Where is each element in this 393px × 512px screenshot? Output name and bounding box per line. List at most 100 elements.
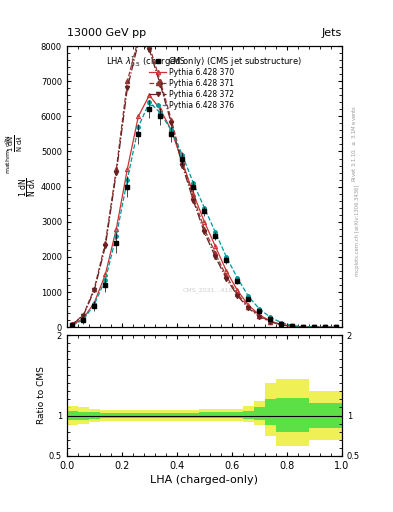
- Pythia 6.428 370: [191, 190, 196, 197]
- Pythia 6.428 371: [92, 286, 97, 292]
- Pythia 6.428 372: [169, 120, 174, 126]
- Pythia 6.428 370: [180, 159, 185, 165]
- Pythia 6.428 372: [180, 162, 185, 168]
- Pythia 6.428 372: [268, 319, 273, 325]
- Pythia 6.428 372: [246, 305, 251, 311]
- Pythia 6.428 370: [81, 315, 86, 322]
- Pythia 6.428 376: [103, 276, 108, 283]
- Pythia 6.428 371: [70, 322, 75, 328]
- Pythia 6.428 372: [213, 254, 218, 260]
- Pythia 6.428 376: [334, 324, 339, 330]
- Pythia 6.428 372: [70, 322, 75, 328]
- Pythia 6.428 376: [301, 324, 306, 330]
- Line: Pythia 6.428 370: Pythia 6.428 370: [70, 93, 338, 329]
- Pythia 6.428 370: [169, 127, 174, 134]
- Pythia 6.428 376: [191, 180, 196, 186]
- Pythia 6.428 370: [279, 322, 284, 328]
- Pythia 6.428 376: [257, 306, 262, 312]
- Text: Rivet 3.1.10, $\geq$ 3.1M events: Rivet 3.1.10, $\geq$ 3.1M events: [351, 105, 358, 182]
- Pythia 6.428 372: [147, 47, 152, 53]
- Pythia 6.428 372: [279, 322, 284, 328]
- Pythia 6.428 371: [158, 78, 163, 84]
- Pythia 6.428 372: [114, 169, 119, 176]
- Pythia 6.428 372: [125, 85, 130, 91]
- Pythia 6.428 371: [323, 324, 328, 330]
- Pythia 6.428 376: [158, 110, 163, 116]
- Y-axis label: $\frac{1}{\mathrm{N}}\frac{\mathrm{dN}}{\mathrm{d}\lambda}$: $\frac{1}{\mathrm{N}}\frac{\mathrm{dN}}{…: [18, 177, 39, 197]
- Pythia 6.428 376: [224, 254, 229, 260]
- Pythia 6.428 372: [323, 324, 328, 330]
- Pythia 6.428 376: [180, 152, 185, 158]
- Pythia 6.428 371: [191, 194, 196, 200]
- Text: mcplots.cern.ch [arXiv:1306.3436]: mcplots.cern.ch [arXiv:1306.3436]: [355, 185, 360, 276]
- Pythia 6.428 372: [103, 243, 108, 249]
- Pythia 6.428 370: [334, 324, 339, 330]
- Pythia 6.428 376: [147, 99, 152, 105]
- Pythia 6.428 372: [224, 275, 229, 282]
- Pythia 6.428 371: [301, 324, 306, 330]
- Pythia 6.428 372: [290, 324, 295, 330]
- Pythia 6.428 370: [147, 92, 152, 98]
- Text: LHA $\lambda^{1}_{0.5}$ (charged only) (CMS jet substructure): LHA $\lambda^{1}_{0.5}$ (charged only) (…: [107, 54, 302, 70]
- Text: $\mathrm{mathrm\ d}^2\mathrm{N}$: $\mathrm{mathrm\ d}^2\mathrm{N}$: [4, 134, 13, 174]
- X-axis label: LHA (charged-only): LHA (charged-only): [151, 475, 258, 485]
- Pythia 6.428 376: [213, 229, 218, 236]
- Pythia 6.428 371: [290, 324, 295, 330]
- Pythia 6.428 370: [103, 271, 108, 278]
- Pythia 6.428 370: [312, 324, 317, 330]
- Pythia 6.428 371: [202, 226, 207, 232]
- Pythia 6.428 370: [268, 318, 273, 324]
- Pythia 6.428 371: [147, 43, 152, 49]
- Pythia 6.428 376: [246, 293, 251, 300]
- Pythia 6.428 370: [257, 312, 262, 318]
- Pythia 6.428 376: [235, 275, 240, 281]
- Pythia 6.428 376: [312, 324, 317, 330]
- Pythia 6.428 372: [334, 324, 339, 330]
- Pythia 6.428 370: [290, 323, 295, 329]
- Pythia 6.428 371: [257, 313, 262, 319]
- Pythia 6.428 372: [92, 287, 97, 293]
- Pythia 6.428 370: [246, 302, 251, 308]
- Pythia 6.428 371: [114, 166, 119, 172]
- Pythia 6.428 371: [81, 312, 86, 318]
- Pythia 6.428 376: [114, 233, 119, 239]
- Pythia 6.428 371: [213, 250, 218, 257]
- Pythia 6.428 370: [235, 287, 240, 293]
- Pythia 6.428 376: [268, 314, 273, 321]
- Pythia 6.428 372: [301, 324, 306, 330]
- Pythia 6.428 371: [334, 324, 339, 330]
- Pythia 6.428 371: [268, 318, 273, 325]
- Pythia 6.428 370: [125, 166, 130, 172]
- Text: 13000 GeV pp: 13000 GeV pp: [67, 28, 146, 38]
- Pythia 6.428 372: [81, 312, 86, 318]
- Pythia 6.428 372: [312, 324, 317, 330]
- Pythia 6.428 372: [158, 81, 163, 88]
- Pythia 6.428 370: [323, 324, 328, 330]
- Pythia 6.428 371: [235, 291, 240, 297]
- Pythia 6.428 371: [136, 36, 141, 42]
- Pythia 6.428 376: [125, 177, 130, 183]
- Pythia 6.428 371: [125, 78, 130, 84]
- Pythia 6.428 376: [279, 319, 284, 326]
- Pythia 6.428 376: [202, 205, 207, 211]
- Line: Pythia 6.428 376: Pythia 6.428 376: [71, 100, 338, 329]
- Pythia 6.428 370: [92, 300, 97, 306]
- Pythia 6.428 370: [158, 106, 163, 113]
- Pythia 6.428 372: [191, 198, 196, 204]
- Y-axis label: Ratio to CMS: Ratio to CMS: [37, 367, 46, 424]
- Pythia 6.428 376: [70, 322, 75, 328]
- Pythia 6.428 370: [301, 324, 306, 330]
- Pythia 6.428 371: [312, 324, 317, 330]
- Pythia 6.428 376: [81, 317, 86, 323]
- Pythia 6.428 371: [180, 159, 185, 165]
- Pythia 6.428 370: [114, 226, 119, 232]
- Pythia 6.428 376: [290, 323, 295, 329]
- Pythia 6.428 370: [202, 219, 207, 225]
- Pythia 6.428 376: [169, 127, 174, 134]
- Pythia 6.428 370: [213, 243, 218, 249]
- Pythia 6.428 371: [169, 117, 174, 123]
- Pythia 6.428 370: [70, 322, 75, 328]
- Pythia 6.428 372: [235, 292, 240, 298]
- Pythia 6.428 372: [257, 313, 262, 319]
- Line: Pythia 6.428 372: Pythia 6.428 372: [70, 40, 338, 329]
